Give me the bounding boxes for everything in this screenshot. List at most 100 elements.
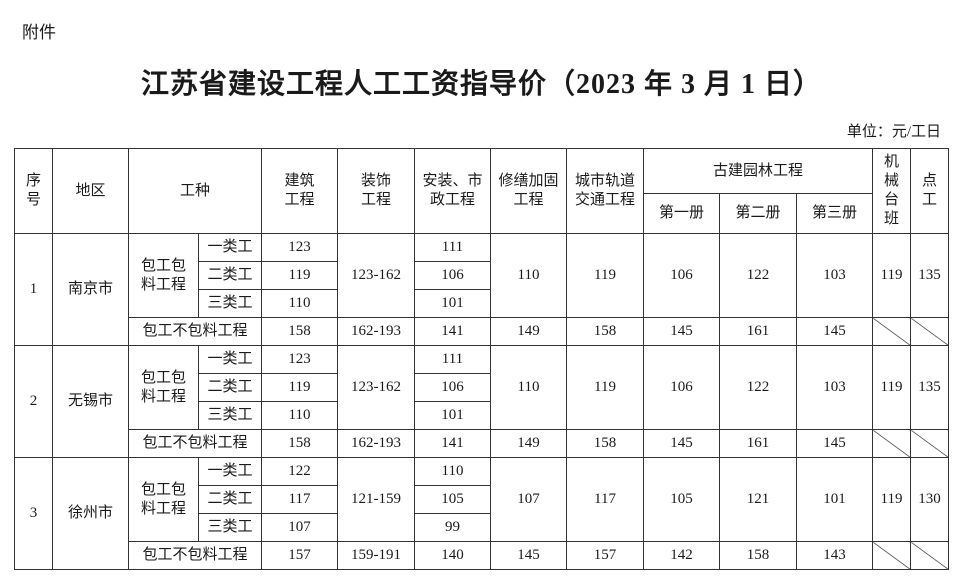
empty-slash-cell [872,541,911,570]
vol2-cell: 161 [719,429,797,458]
header-ancient: 古建园林工程 [643,148,873,194]
empty-slash-cell [910,541,949,570]
wage-table: 序号 地区 工种 建筑工程 装饰工程 安装、市政工程 修缮加固工程 城市轨道交通… [14,148,949,570]
building-cell: 123 [261,233,338,262]
vol3-cell: 103 [796,345,873,430]
vol3-cell: 103 [796,233,873,318]
vol3-cell: 101 [796,457,873,542]
header-vol2: 第二册 [719,193,797,234]
empty-slash-cell [872,429,911,458]
header-work-type: 工种 [128,148,262,234]
install-cell: 110 [414,457,491,486]
rail-cell: 117 [566,457,644,542]
table-row: 3 徐州市 包工包料工程 一类工 122 121-159 110 107 117 105 121 10… [14,457,949,570]
grade-cell: 二类工 [198,373,262,402]
vol1-cell: 142 [643,541,720,570]
install-cell: 140 [414,541,491,570]
header-vol1: 第一册 [643,193,720,234]
vol2-cell: 122 [719,233,797,318]
install-cell: 111 [414,233,491,262]
building-cell: 117 [261,485,338,514]
attachment-label: 附件 [22,23,56,43]
table-row: 包工不包料工程 157 159-191 140 145 157 142 158 143 [15,541,949,570]
table-row: 包工不包料工程 158 162-193 141 149 158 145 161 145 [15,429,949,458]
repair-cell: 149 [490,317,567,346]
repair-cell: 110 [490,345,567,430]
rail-cell: 119 [566,233,644,318]
table-row: 1 南京市 包工包料工程 一类工 123 123-162 111 110 119 106 122 10… [14,233,949,346]
rail-cell: 119 [566,345,644,430]
decoration-cell: 123-162 [337,233,415,318]
vol2-cell: 122 [719,345,797,430]
grade-cell: 三类工 [198,401,262,430]
machine-cell: 119 [872,233,911,318]
header-install: 安装、市政工程 [414,148,491,234]
table-row: 二类工 119 106 [15,373,949,402]
grade-cell: 一类工 [198,233,262,262]
vol1-cell: 145 [643,317,720,346]
install-cell: 141 [414,429,491,458]
grade-cell: 二类工 [198,485,262,514]
contract-type-cell: 包工包料工程 [128,233,199,318]
decoration-cell: 159-191 [337,541,415,570]
vol3-cell: 145 [796,317,873,346]
table-row: 三类工 107 99 [15,513,949,542]
vol3-cell: 145 [796,429,873,458]
grade-cell: 三类工 [198,289,262,318]
table-row: 包工不包料工程 158 162-193 141 149 158 145 161 145 [15,317,949,346]
building-cell: 110 [261,401,338,430]
page-title: 江苏省建设工程人工工资指导价（2023 年 3 月 1 日） [140,69,822,100]
building-cell: 157 [261,541,338,570]
rail-cell: 157 [566,541,644,570]
header-repair: 修缮加固工程 [490,148,567,234]
header-machine: 机械台班 [872,148,911,234]
vol1-cell: 106 [643,345,720,430]
install-cell: 106 [414,373,491,402]
building-cell: 122 [261,457,338,486]
grade-cell: 一类工 [198,457,262,486]
seq-cell: 3 [14,457,53,570]
vol3-cell: 143 [796,541,873,570]
header-building: 建筑工程 [261,148,338,234]
spot-cell: 135 [910,233,949,318]
header-decoration: 装饰工程 [337,148,415,234]
contract-type-label: 包工包料工程 [141,369,187,405]
decoration-cell: 123-162 [337,345,415,430]
repair-cell: 110 [490,233,567,318]
region-cell: 徐州市 [52,457,129,570]
repair-cell: 149 [490,429,567,458]
header-vol3: 第三册 [796,193,873,234]
repair-cell: 145 [490,541,567,570]
contract-type-cell: 包工不包料工程 [128,429,262,458]
vol1-cell: 106 [643,233,720,318]
grade-cell: 一类工 [198,345,262,374]
building-cell: 119 [261,373,338,402]
install-cell: 141 [414,317,491,346]
contract-type-cell: 包工不包料工程 [128,317,262,346]
install-cell: 106 [414,261,491,290]
rail-cell: 158 [566,429,644,458]
unit-label: 单位：元/工日 [846,124,941,140]
region-cell: 无锡市 [52,345,129,458]
spot-cell: 130 [910,457,949,542]
contract-type-cell: 包工包料工程 [128,457,199,542]
machine-cell: 119 [872,457,911,542]
contract-type-cell: 包工包料工程 [128,345,199,430]
contract-type-cell: 包工不包料工程 [128,541,262,570]
install-cell: 105 [414,485,491,514]
building-cell: 110 [261,289,338,318]
vol2-cell: 121 [719,457,797,542]
building-cell: 107 [261,513,338,542]
install-cell: 111 [414,345,491,374]
building-cell: 158 [261,429,338,458]
empty-slash-cell [910,317,949,346]
empty-slash-cell [910,429,949,458]
seq-cell: 1 [14,233,53,346]
table-row: 三类工 110 101 [15,401,949,430]
grade-cell: 二类工 [198,261,262,290]
decoration-cell: 121-159 [337,457,415,542]
table-row: 二类工 119 106 [15,261,949,290]
vol1-cell: 145 [643,429,720,458]
building-cell: 158 [261,317,338,346]
header-region: 地区 [52,148,129,234]
